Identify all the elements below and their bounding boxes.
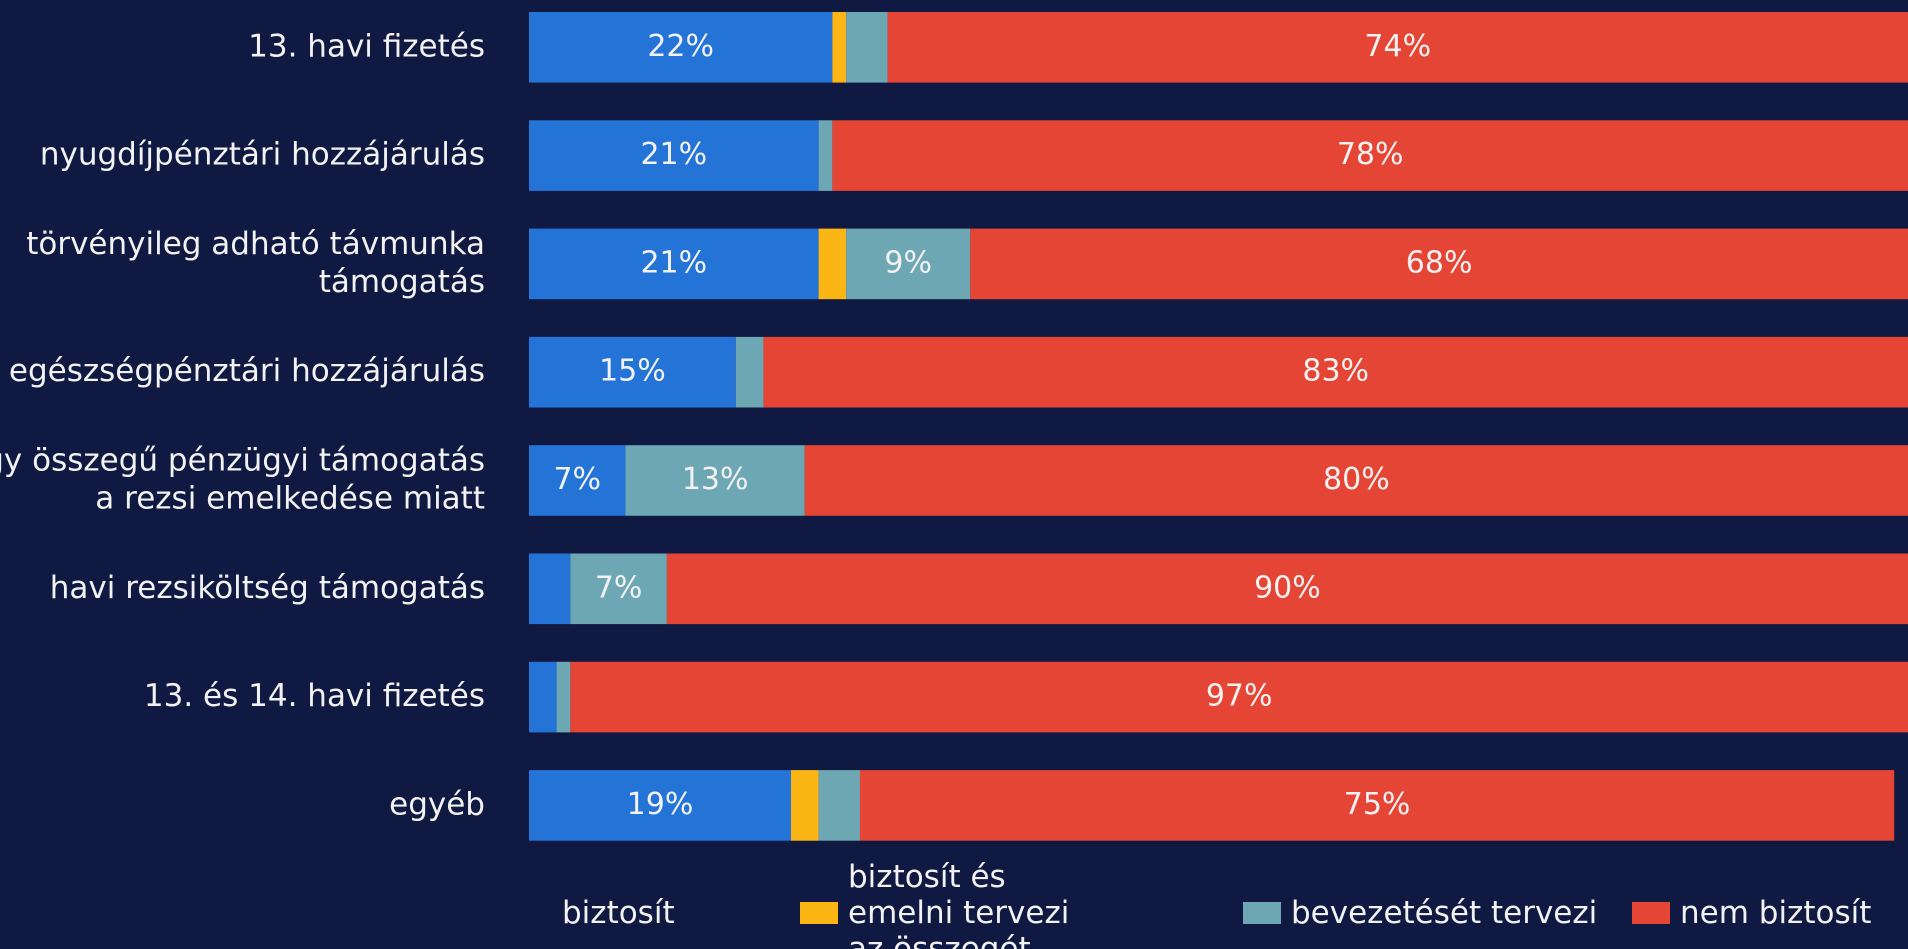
category-line: egy összegű pénzügyi támogatás bbox=[0, 442, 485, 478]
bar-segment bbox=[556, 661, 571, 733]
data-label: 83% bbox=[1302, 354, 1369, 389]
data-label: 78% bbox=[1337, 137, 1404, 172]
bar-segment bbox=[625, 445, 805, 516]
legend-swatch bbox=[800, 902, 838, 924]
bar-segment bbox=[529, 770, 792, 841]
data-label: 97% bbox=[1206, 679, 1273, 714]
bar-segment bbox=[529, 336, 736, 408]
category-line: egészségpénztári hozzájárulás bbox=[9, 353, 485, 389]
bar-segment bbox=[763, 336, 1908, 408]
data-label: 7% bbox=[553, 462, 601, 497]
legend-label: biztosít bbox=[562, 895, 675, 931]
legend-swatch bbox=[1632, 902, 1670, 924]
data-label: 21% bbox=[640, 137, 707, 172]
data-label: 19% bbox=[627, 787, 694, 822]
legend-label: bevezetését tervezi bbox=[1291, 895, 1598, 931]
data-label: 90% bbox=[1254, 570, 1321, 605]
category-line: a rezsi emelkedése miatt bbox=[95, 480, 485, 516]
category-label: havi rezsiköltség támogatás bbox=[50, 569, 485, 605]
bar-segment bbox=[846, 228, 971, 300]
bar-segment bbox=[570, 553, 667, 625]
bar-segment bbox=[832, 12, 847, 83]
bar-segment bbox=[846, 12, 888, 83]
bar-segment bbox=[529, 228, 819, 300]
data-label: 74% bbox=[1364, 29, 1431, 64]
category-label: 13. havi fizetés bbox=[248, 28, 485, 64]
bar-segment bbox=[859, 770, 1895, 841]
legend-item: biztosít bbox=[562, 878, 762, 948]
bar-segment bbox=[791, 770, 819, 841]
data-label: 21% bbox=[640, 245, 707, 280]
legend-label: biztosít és emelni tervezi az összegét bbox=[848, 859, 1070, 949]
bar-segment bbox=[804, 445, 1908, 516]
category-line: 13. havi fizetés bbox=[248, 28, 485, 64]
data-label: 68% bbox=[1406, 245, 1473, 280]
bar-segment bbox=[887, 12, 1908, 83]
data-label: 80% bbox=[1323, 462, 1390, 497]
data-label: 7% bbox=[595, 570, 643, 605]
bar-segment bbox=[818, 228, 847, 300]
bar-segment bbox=[570, 661, 1908, 733]
bar-segment bbox=[970, 228, 1908, 300]
bar-segment bbox=[529, 553, 571, 625]
data-label: 13% bbox=[682, 462, 749, 497]
bar-segment bbox=[529, 661, 557, 733]
bar-segment bbox=[529, 120, 819, 191]
bar-segment bbox=[832, 120, 1908, 191]
category-label: egy összegű pénzügyi támogatás a rezsi em… bbox=[0, 442, 485, 516]
category-label: törvényileg adható távmunka támogatás bbox=[26, 225, 485, 299]
category-line: támogatás bbox=[319, 263, 485, 299]
category-line: 13. és 14. havi fizetés bbox=[144, 678, 485, 714]
category-label: egyéb bbox=[389, 786, 485, 822]
data-label: 22% bbox=[647, 29, 714, 64]
bar-segment bbox=[818, 770, 860, 841]
category-label: nyugdíjpénztári hozzájárulás bbox=[40, 136, 485, 172]
bar-segment bbox=[666, 553, 1908, 625]
legend-label: nem biztosít bbox=[1680, 895, 1872, 931]
data-label: 9% bbox=[884, 245, 932, 280]
category-label: 13. és 14. havi fizetés bbox=[144, 678, 485, 714]
legend-item: bevezetését tervezi bbox=[1243, 878, 1623, 948]
chart: 13. havi fizetés 22% 74% nyugdíjpénztári ho… bbox=[0, 12, 1908, 841]
data-label: 75% bbox=[1344, 787, 1411, 822]
bar-segment bbox=[529, 12, 833, 83]
category-label: egészségpénztári hozzájárulás bbox=[9, 353, 485, 389]
bar-segment bbox=[529, 445, 626, 516]
legend-item: biztosít és emelni tervezi az összegét bbox=[800, 859, 1130, 949]
category-line: törvényileg adható távmunka bbox=[26, 225, 485, 261]
bar-segment bbox=[818, 120, 833, 191]
legend-swatch bbox=[1243, 902, 1281, 924]
category-line: egyéb bbox=[389, 786, 485, 822]
legend-item: nem biztosít bbox=[1632, 878, 1908, 948]
category-line: havi rezsiköltség támogatás bbox=[50, 569, 485, 605]
bar-segment bbox=[735, 336, 764, 408]
data-label: 15% bbox=[599, 354, 666, 389]
category-line: nyugdíjpénztári hozzájárulás bbox=[40, 136, 485, 172]
